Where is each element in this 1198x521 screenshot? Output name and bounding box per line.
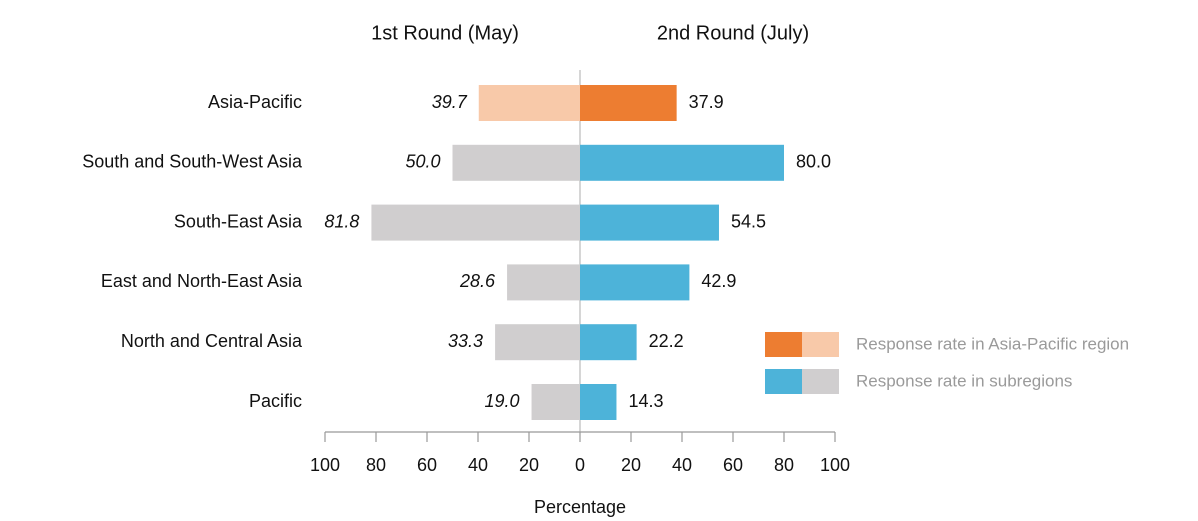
legend-swatch: [765, 332, 802, 357]
bar: [371, 204, 580, 241]
data-label: 50.0: [405, 152, 440, 172]
bar: [531, 384, 580, 420]
x-tick-label: 40: [672, 455, 692, 475]
category-label: North and Central Asia: [121, 331, 303, 351]
data-label: 33.3: [448, 331, 483, 351]
category-label: South and South-West Asia: [82, 152, 303, 172]
x-tick-label: 40: [468, 455, 488, 475]
x-tick-label: 20: [621, 455, 641, 475]
data-label: 39.7: [432, 92, 468, 112]
x-tick-label: 60: [417, 455, 437, 475]
data-label: 54.5: [731, 211, 766, 231]
bar: [478, 85, 580, 121]
legend-label: Response rate in Asia-Pacific region: [856, 334, 1129, 353]
legend-swatch: [802, 332, 839, 357]
bar: [580, 204, 719, 241]
data-label: 28.6: [459, 271, 496, 291]
legend-label: Response rate in subregions: [856, 371, 1072, 390]
data-label: 42.9: [701, 271, 736, 291]
category-label: Pacific: [249, 391, 302, 411]
bar: [580, 144, 784, 181]
legend-swatch: [802, 369, 839, 394]
series-header: 1st Round (May): [371, 22, 519, 44]
category-label: East and North-East Asia: [101, 271, 303, 291]
x-tick-label: 80: [774, 455, 794, 475]
legend-swatch: [765, 369, 802, 394]
x-tick-label: 20: [519, 455, 539, 475]
series-header: 2nd Round (July): [657, 22, 809, 44]
bar: [507, 264, 580, 301]
x-tick-label: 0: [575, 455, 585, 475]
x-tick-label: 100: [310, 455, 340, 475]
bar: [580, 264, 690, 301]
x-axis-label: Percentage: [534, 497, 626, 517]
data-label: 80.0: [796, 152, 831, 172]
data-label: 19.0: [485, 391, 520, 411]
data-label: 37.9: [689, 92, 724, 112]
data-label: 81.8: [324, 211, 359, 231]
category-label: South-East Asia: [174, 211, 303, 231]
category-label: Asia-Pacific: [208, 92, 302, 112]
x-tick-label: 100: [820, 455, 850, 475]
bar: [580, 85, 677, 121]
x-tick-label: 60: [723, 455, 743, 475]
bar: [495, 324, 580, 361]
data-label: 22.2: [649, 331, 684, 351]
data-label: 14.3: [628, 391, 663, 411]
x-tick-label: 80: [366, 455, 386, 475]
bar: [580, 324, 637, 361]
bar: [580, 384, 617, 420]
bar: [452, 144, 580, 181]
